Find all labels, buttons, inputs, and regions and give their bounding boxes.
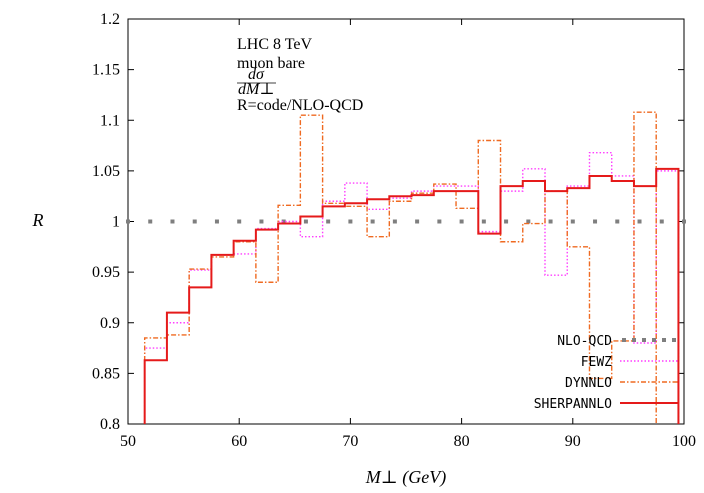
legend-swatch [622, 338, 626, 342]
y-tick-label: 1.15 [92, 62, 120, 79]
annotation-line2: muon bare [237, 55, 305, 72]
annotation-line4: R=code/NLO-QCD [237, 97, 363, 114]
nlo-qcd-point [548, 219, 553, 224]
y-tick-label: 1.1 [100, 112, 120, 129]
x-axis-label: M⊥ (GeV) [365, 467, 446, 488]
nlo-qcd-point [437, 219, 442, 224]
series-dynnlo [143, 111, 657, 424]
nlo-qcd-point [570, 219, 575, 224]
legend-label: DYNNLO [565, 376, 612, 391]
y-tick-label: 1 [112, 214, 120, 231]
nlo-qcd-point [370, 219, 375, 224]
y-tick-label: 0.95 [92, 264, 120, 281]
nlo-qcd-point [281, 219, 286, 224]
axis-ticks [127, 18, 685, 425]
nlo-qcd-point [148, 219, 153, 224]
nlo-qcd-point [526, 219, 531, 224]
legend-label: SHERPANNLO [534, 397, 612, 412]
nlo-qcd-point [459, 219, 464, 224]
nlo-qcd-point [392, 219, 397, 224]
x-tick-label: 50 [120, 433, 136, 450]
nlo-qcd-point [593, 219, 598, 224]
nlo-qcd-point [659, 219, 664, 224]
nlo-qcd-point [415, 219, 420, 224]
legend-label: NLO-QCD [557, 334, 612, 349]
x-tick-label: 100 [672, 433, 696, 450]
legend-swatch [652, 338, 656, 342]
y-tick-label: 1.05 [92, 163, 120, 180]
y-axis-label: R [32, 210, 44, 230]
nlo-qcd-point [259, 219, 264, 224]
annotation-frac-num: dσ [248, 66, 265, 83]
legend: NLO-QCD FEWZ DYNNLO SHERPANNLO [534, 334, 678, 412]
x-tick-label: 90 [565, 433, 581, 450]
nlo-qcd-point [682, 219, 686, 224]
series-layer [126, 111, 686, 424]
series-fewz [143, 151, 680, 424]
legend-swatch [672, 338, 676, 342]
annotation-frac-den: dM⊥ [238, 81, 274, 98]
nlo-qcd-point [170, 219, 175, 224]
x-tick-label: 70 [342, 433, 358, 450]
y-tick-label: 0.9 [100, 315, 120, 332]
y-tick-label: 0.8 [100, 416, 120, 433]
y-tick-label: 0.85 [92, 365, 120, 382]
legend-swatch [662, 338, 666, 342]
nlo-qcd-point [326, 219, 331, 224]
nlo-qcd-point [192, 219, 197, 224]
series-sherpannlo [143, 167, 680, 424]
annotation-block: LHC 8 TeV muon bare dσ dM⊥ R=code/NLO-QC… [237, 36, 363, 114]
y-tick-label: 1.2 [100, 11, 120, 28]
nlo-qcd-point [481, 219, 486, 224]
legend-label: FEWZ [581, 355, 612, 370]
tick-labels: 50 60 70 80 90 100 0.8 0.85 0.9 0.95 1 1.05 1.1 1.15 1… [92, 11, 696, 450]
nlo-qcd-point [214, 219, 219, 224]
nlo-qcd-point [303, 219, 308, 224]
nlo-qcd-point [237, 219, 242, 224]
annotation-line1: LHC 8 TeV [237, 36, 312, 53]
nlo-qcd-point [126, 219, 130, 224]
nlo-qcd-point [615, 219, 620, 224]
nlo-qcd-point [348, 219, 353, 224]
nlo-qcd-point [504, 219, 509, 224]
x-tick-label: 80 [454, 433, 470, 450]
legend-swatch [632, 338, 636, 342]
legend-swatch [642, 338, 646, 342]
x-tick-label: 60 [231, 433, 247, 450]
nlo-qcd-point [637, 219, 642, 224]
